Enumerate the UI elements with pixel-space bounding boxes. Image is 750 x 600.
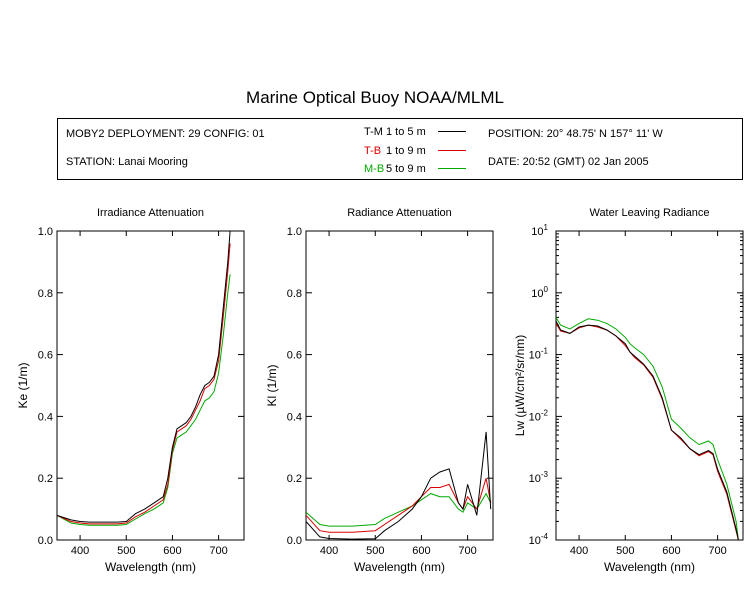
- series-line: [57, 274, 231, 526]
- y-tick-label: 0.6: [38, 350, 53, 362]
- y-tick-label: 10-4: [529, 532, 549, 547]
- chart-panel: Irradiance Attenuation 400 500 600 700 0.0 0.2…: [16, 207, 245, 574]
- page-title: Marine Optical Buoy NOAA/MLML: [246, 88, 504, 107]
- series-line: [57, 231, 231, 523]
- x-tick-label: 500: [366, 545, 384, 557]
- y-tick-label: 101: [531, 223, 548, 238]
- series-line: [306, 431, 492, 540]
- legend-swatch: [438, 167, 466, 169]
- y-tick-label: 1.0: [287, 226, 302, 238]
- station-text: STATION: Lanai Mooring: [66, 156, 188, 168]
- plot-frame: [56, 230, 245, 541]
- chart-panel: Water Leaving Radiance 400 500 600 700 101 100…: [513, 207, 744, 574]
- x-tick-label: 700: [708, 545, 726, 557]
- y-tick-label: 0.6: [287, 350, 302, 362]
- x-tick-label: 600: [412, 545, 430, 557]
- x-tick-label: 500: [616, 545, 634, 557]
- y-tick-label: 0.2: [287, 473, 302, 485]
- deployment-info-box: MOBY2 DEPLOYMENT: 29 CONFIG: 01 STATION:…: [57, 118, 743, 180]
- y-tick-label: 0.8: [287, 288, 302, 300]
- legend-range: 1 to 5 m: [386, 126, 426, 138]
- y-tick-label: 0.2: [38, 473, 53, 485]
- plot-frame: [555, 230, 744, 541]
- series-line: [556, 317, 739, 540]
- y-tick-label: 1.0: [38, 226, 53, 238]
- x-tick-label: 400: [320, 545, 338, 557]
- plot-frame: [305, 230, 494, 541]
- chart-title: Radiance Attenuation: [347, 207, 452, 219]
- deployment-text: MOBY2 DEPLOYMENT: 29 CONFIG: 01: [66, 128, 265, 140]
- legend-item: T-M 1 to 5 m: [364, 126, 466, 138]
- legend-item: T-B 1 to 9 m: [364, 145, 466, 157]
- legend-range: 5 to 9 m: [386, 163, 426, 175]
- x-axis-label: Wavelength (nm): [105, 560, 196, 574]
- y-tick-label: 0.4: [287, 411, 302, 423]
- x-tick-label: 600: [163, 545, 181, 557]
- x-tick-label: 500: [117, 545, 135, 557]
- legend-swatch: [438, 130, 466, 132]
- legend-label: T-M: [364, 126, 383, 138]
- x-axis-label: Wavelength (nm): [604, 560, 695, 574]
- legend-item: M-B 5 to 9 m: [364, 163, 466, 175]
- y-axis-label: Ke (1/m): [16, 362, 30, 408]
- y-axis-label: Kl (1/m): [265, 364, 279, 406]
- legend-label: M-B: [364, 163, 385, 175]
- y-tick-label: 0.0: [38, 535, 53, 547]
- x-axis-label: Wavelength (nm): [354, 560, 445, 574]
- x-tick-label: 400: [71, 545, 89, 557]
- chart-title: Water Leaving Radiance: [589, 207, 709, 219]
- date-text: DATE: 20:52 (GMT) 02 Jan 2005: [488, 156, 649, 168]
- y-tick-label: 0.8: [38, 288, 53, 300]
- y-tick-label: 0.0: [287, 535, 302, 547]
- legend-label: T-B: [364, 145, 382, 157]
- x-tick-label: 700: [209, 545, 227, 557]
- y-tick-label: 0.4: [38, 411, 53, 423]
- x-tick-label: 700: [458, 545, 476, 557]
- series-line: [57, 243, 231, 525]
- series-line: [306, 478, 492, 533]
- position-text: POSITION: 20° 48.75' N 157° 11' W: [488, 128, 663, 140]
- x-tick-label: 600: [662, 545, 680, 557]
- y-tick-label: 10-2: [529, 408, 549, 423]
- y-tick-label: 100: [531, 285, 548, 300]
- series-line: [306, 492, 492, 527]
- x-tick-label: 400: [570, 545, 588, 557]
- legend-range: 1 to 9 m: [386, 145, 426, 157]
- series-line: [556, 320, 739, 540]
- chart-title: Irradiance Attenuation: [97, 207, 204, 219]
- y-axis-label: Lw (µW/cm²/sr/nm): [513, 335, 527, 437]
- y-tick-label: 10-1: [529, 347, 549, 362]
- chart-panel: Radiance Attenuation 400 500 600 700 0.0 0.2 0.…: [265, 207, 494, 574]
- y-tick-label: 10-3: [529, 470, 549, 485]
- legend-swatch: [438, 149, 466, 151]
- series-line: [556, 323, 739, 540]
